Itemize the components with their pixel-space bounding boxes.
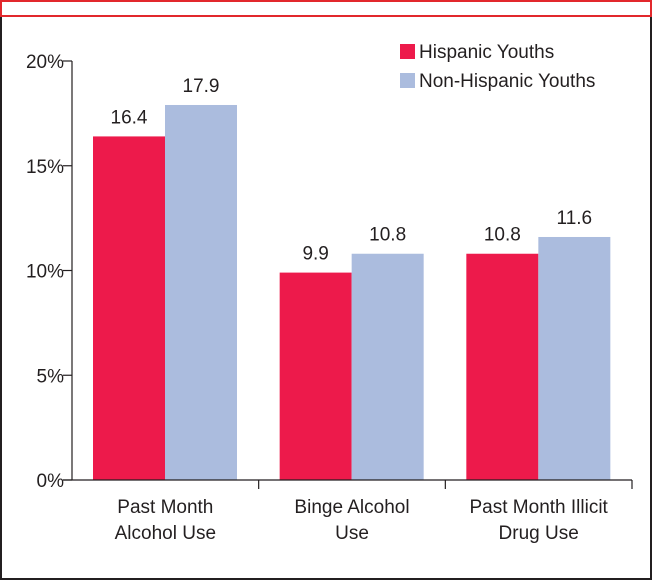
bar-hispanic-1	[279, 272, 352, 480]
x-category-label: Past Month	[117, 497, 213, 518]
y-tick-label: 5%	[37, 366, 65, 387]
axes-layer: 0% 5% 10% 15% 20% Past Month Alcohol Use Binge …	[26, 52, 633, 544]
y-tick-label: 15%	[26, 157, 64, 178]
legend: Hispanic Youths Non-Hispanic Youths	[400, 42, 595, 92]
x-category-label: Past Month Illicit	[470, 497, 609, 518]
bar-value-label: 17.9	[183, 76, 220, 97]
legend-label: Hispanic Youths	[419, 42, 554, 63]
legend-swatch	[400, 44, 415, 59]
legend-swatch	[400, 73, 415, 88]
x-category-label: Binge Alcohol	[294, 497, 409, 518]
bar-value-label: 10.8	[369, 225, 406, 246]
bar-non-hispanic-1	[351, 253, 424, 480]
x-category-label: Use	[335, 523, 369, 544]
y-tick-label: 10%	[26, 262, 64, 283]
y-tick-label: 0%	[37, 471, 65, 492]
bar-non-hispanic-2	[538, 236, 611, 480]
bar-non-hispanic-0	[165, 104, 237, 481]
x-category-label: Alcohol Use	[115, 523, 216, 544]
bar-hispanic-0	[93, 136, 165, 481]
bar-value-label: 16.4	[111, 107, 148, 128]
bar-hispanic-2	[466, 253, 539, 480]
x-category-label: Drug Use	[499, 523, 579, 544]
bars-layer	[93, 104, 611, 481]
top-accent-bar	[0, 0, 652, 17]
bar-value-label: 11.6	[557, 208, 593, 229]
y-tick-label: 20%	[26, 52, 64, 73]
data-labels-layer: 16.4 17.9 9.9 10.8 10.8 11.6	[111, 76, 593, 265]
bar-value-label: 10.8	[484, 225, 521, 246]
bar-value-label: 9.9	[302, 244, 328, 265]
legend-label: Non-Hispanic Youths	[419, 71, 595, 92]
